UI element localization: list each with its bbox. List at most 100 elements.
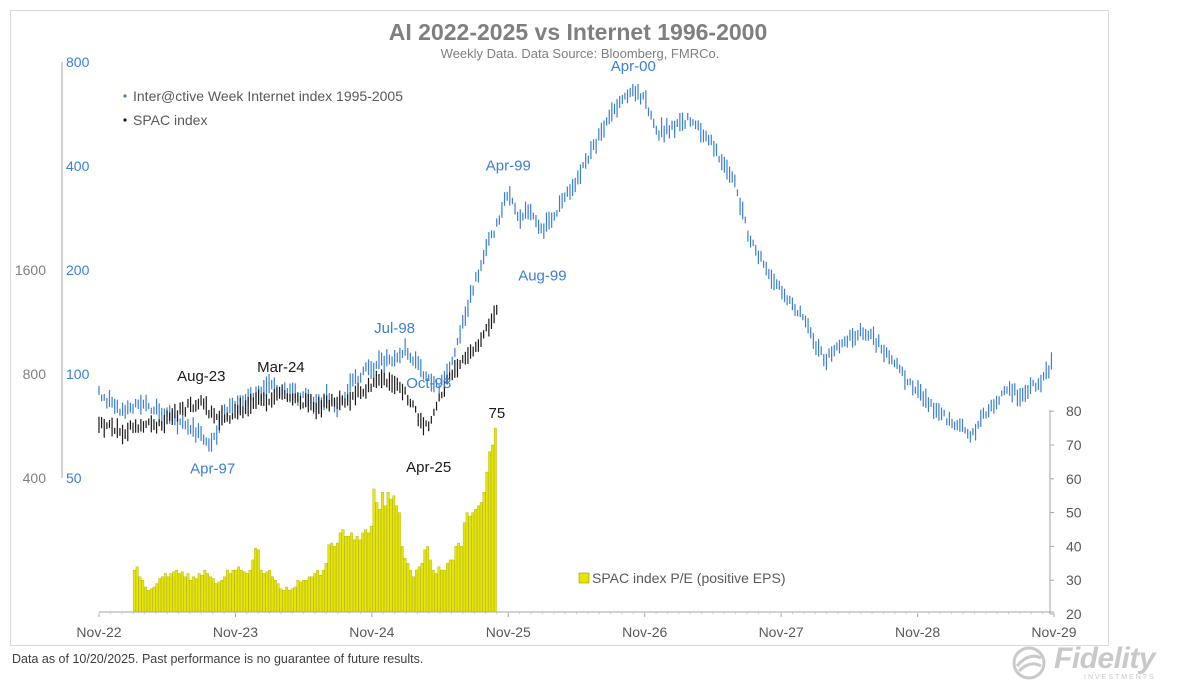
pe-bar bbox=[344, 536, 348, 613]
pe-bar bbox=[183, 576, 187, 613]
pe-bar bbox=[358, 539, 362, 613]
pe-bar bbox=[403, 558, 407, 613]
pe-bar bbox=[257, 549, 260, 613]
pe-bar bbox=[468, 515, 472, 613]
y-tick-label-right: 60 bbox=[1066, 471, 1082, 487]
pe-bar bbox=[147, 590, 150, 613]
pe-bar bbox=[477, 505, 480, 613]
x-tick-label: Nov-24 bbox=[349, 624, 394, 640]
pe-bar bbox=[381, 492, 384, 613]
chart-title: AI 2022-2025 vs Internet 1996-2000 bbox=[389, 19, 767, 45]
pe-bar bbox=[149, 588, 153, 613]
pe-bar bbox=[217, 581, 221, 613]
pe-bar bbox=[166, 576, 170, 613]
x-tick-label: Nov-22 bbox=[76, 624, 121, 640]
pe-bar bbox=[417, 566, 421, 613]
pe-bar bbox=[429, 559, 432, 613]
pe-bar bbox=[406, 563, 410, 613]
pe-bar bbox=[491, 444, 494, 613]
pe-bar bbox=[361, 532, 365, 613]
pe-bar bbox=[431, 569, 435, 613]
fidelity-logo: Fidelity INVESTMENTS bbox=[1010, 642, 1180, 682]
pe-bar bbox=[454, 546, 458, 613]
y-tick-label-right: 50 bbox=[1066, 505, 1082, 521]
pe-bar bbox=[313, 573, 317, 613]
pe-bar bbox=[423, 549, 427, 613]
pe-bar bbox=[172, 571, 176, 613]
pe-bar bbox=[440, 569, 444, 613]
pe-bar bbox=[141, 580, 145, 613]
pe-bar bbox=[285, 586, 288, 613]
pe-bar bbox=[163, 573, 167, 613]
pe-bar bbox=[273, 580, 277, 613]
pe-bar bbox=[209, 576, 212, 613]
pe-bar bbox=[242, 571, 246, 613]
pe-bar bbox=[330, 542, 334, 613]
pe-bar bbox=[228, 573, 232, 613]
pe-bar bbox=[327, 544, 331, 613]
pe-bar bbox=[451, 559, 455, 613]
fidelity-mark-icon bbox=[1012, 646, 1046, 680]
y-tick-label-inner: 800 bbox=[66, 54, 90, 70]
pe-bar bbox=[180, 571, 184, 613]
pe-bar bbox=[321, 569, 325, 613]
pe-bar bbox=[279, 588, 283, 613]
pe-bar bbox=[338, 532, 342, 613]
pe-bar bbox=[341, 529, 345, 613]
y-tick-label-right: 30 bbox=[1066, 572, 1082, 588]
pe-bar bbox=[245, 573, 249, 613]
x-tick-label: Nov-26 bbox=[622, 624, 667, 640]
chart-subtitle: Weekly Data. Data Source: Bloomberg, FMR… bbox=[441, 46, 720, 61]
y-tick-label-outer: 400 bbox=[23, 470, 47, 486]
annotation-label: Jul-98 bbox=[374, 320, 415, 337]
annotation-label: Oct-98 bbox=[406, 375, 451, 392]
annotation-label: Mar-24 bbox=[257, 359, 305, 376]
pe-bar bbox=[186, 573, 190, 613]
pe-bar bbox=[414, 569, 418, 613]
pe-bar bbox=[211, 578, 215, 613]
pe-bar bbox=[299, 581, 303, 613]
pe-bar bbox=[237, 566, 241, 613]
pe-bar bbox=[302, 580, 305, 613]
pe-bar bbox=[434, 573, 438, 613]
pe-bar bbox=[482, 492, 486, 613]
pe-bar bbox=[254, 547, 257, 613]
pe-bar bbox=[155, 583, 159, 613]
y-tick-label-outer: 1600 bbox=[15, 262, 46, 278]
pe-bar bbox=[479, 502, 483, 613]
pe-bar bbox=[319, 574, 322, 613]
x-tick-label: Nov-28 bbox=[895, 624, 940, 640]
pe-bar bbox=[355, 536, 359, 613]
legend-label-internet: Inter@ctive Week Internet index 1995-200… bbox=[133, 88, 403, 104]
pe-bar bbox=[158, 578, 162, 613]
pe-bar bbox=[426, 546, 429, 613]
pe-bar bbox=[443, 569, 446, 613]
annotation-label: Apr-25 bbox=[406, 459, 451, 476]
pe-bar bbox=[400, 546, 404, 613]
pe-bar bbox=[200, 574, 204, 613]
pe-bar bbox=[352, 539, 356, 613]
annotation-label: Apr-00 bbox=[611, 58, 656, 75]
pe-bar bbox=[282, 590, 286, 613]
footnote: Data as of 10/20/2025. Past performance … bbox=[12, 652, 424, 666]
pe-bar bbox=[290, 588, 294, 613]
pe-bar bbox=[293, 586, 297, 613]
pe-bar bbox=[445, 563, 449, 613]
chart-frame bbox=[10, 10, 1109, 646]
pe-bar bbox=[175, 569, 178, 613]
pe-bar bbox=[276, 583, 280, 613]
pe-bar bbox=[386, 492, 390, 613]
y-tick-label-inner: 400 bbox=[66, 158, 90, 174]
pe-bar bbox=[144, 586, 147, 613]
pe-bar bbox=[367, 532, 370, 613]
y-tick-label-inner: 100 bbox=[66, 366, 90, 382]
pe-bar bbox=[214, 583, 218, 613]
pe-bar bbox=[465, 512, 469, 613]
annotation-label: Aug-99 bbox=[518, 268, 566, 285]
pe-bar bbox=[336, 542, 339, 613]
pe-bar bbox=[460, 546, 463, 613]
pe-bar bbox=[389, 498, 393, 613]
logo-wordmark: Fidelity bbox=[1054, 642, 1156, 675]
y-tick-label-right: 20 bbox=[1066, 606, 1082, 622]
